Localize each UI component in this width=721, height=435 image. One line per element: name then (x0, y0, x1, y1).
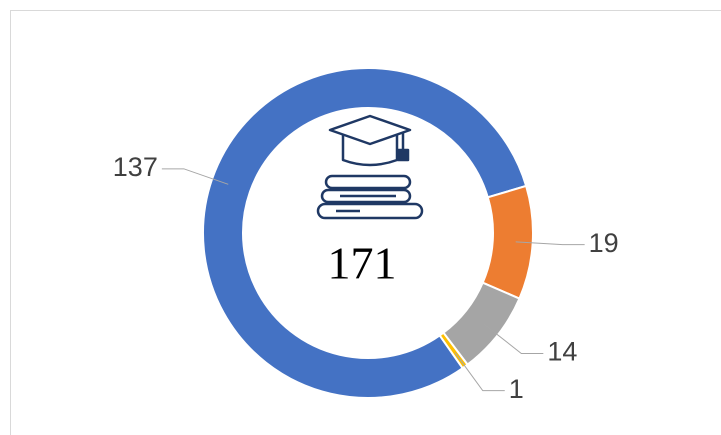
donut (202, 67, 534, 399)
data-label: 19 (589, 228, 619, 258)
leader-line (454, 352, 505, 392)
leader-line (515, 241, 585, 246)
chart-frame (10, 10, 721, 435)
data-label: 1 (509, 374, 524, 404)
data-label: 137 (113, 152, 158, 182)
donut-segment (438, 331, 469, 370)
center-total: 171 (328, 238, 397, 289)
education-icon (316, 114, 424, 220)
data-label: 14 (547, 337, 577, 367)
leader-line (161, 168, 229, 185)
leader-line (484, 324, 544, 354)
donut-segment (202, 67, 528, 399)
